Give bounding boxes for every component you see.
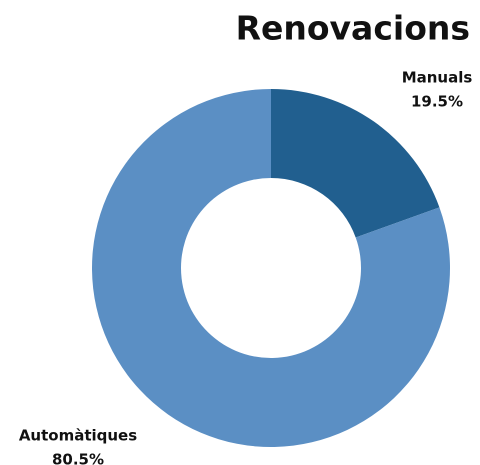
slice-label: Manuals [402,69,473,87]
slice-label: Automàtiques [19,427,137,445]
slice-value-label: 19.5% [411,93,463,111]
slice [271,89,440,238]
chart-title: Renovacions [236,9,470,48]
slice-value-label: 80.5% [52,451,104,465]
slice [91,89,450,448]
